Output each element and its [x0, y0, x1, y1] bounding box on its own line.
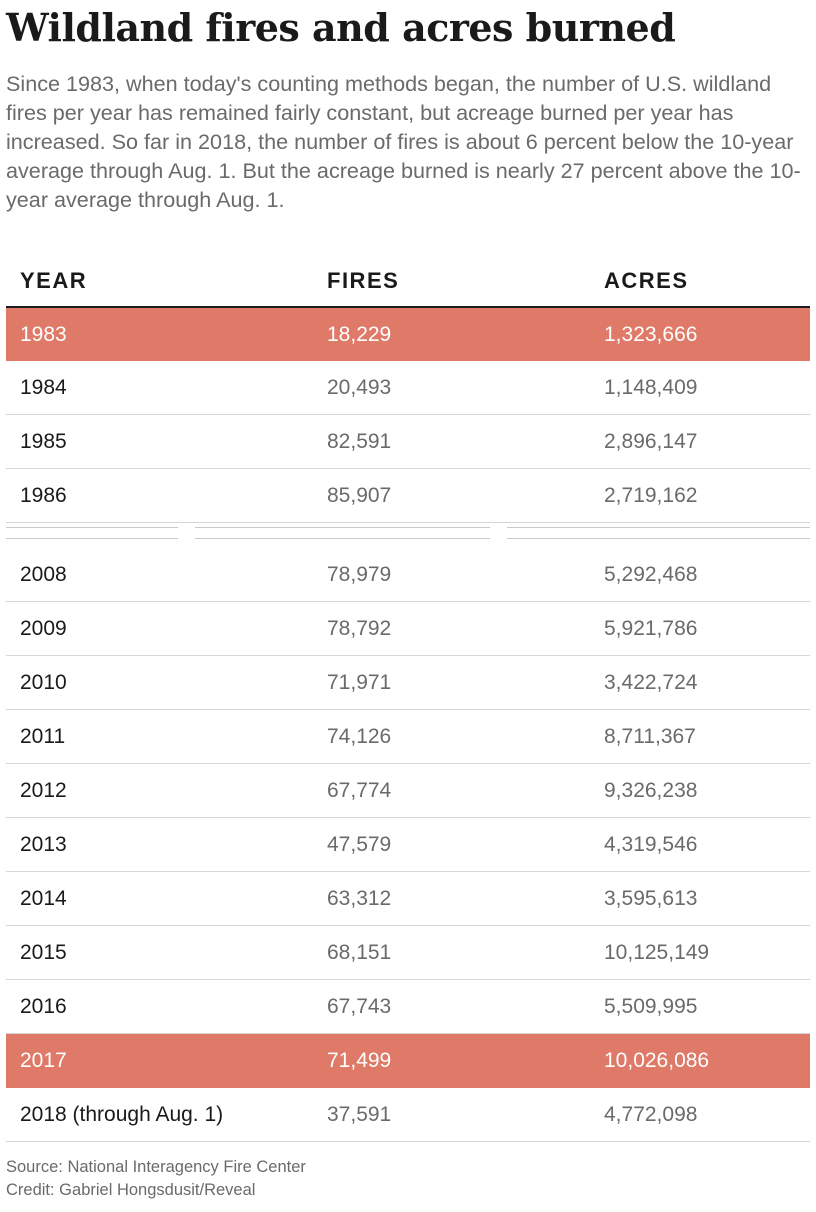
- chart-subtitle: Since 1983, when today's counting method…: [6, 71, 801, 212]
- acres-cell: 10,125,149: [604, 941, 710, 964]
- fires-cell: 74,126: [327, 725, 392, 748]
- fires-cell: 37,591: [327, 1103, 392, 1126]
- year-cell: 2018 (through Aug. 1): [20, 1103, 224, 1126]
- table-row: 2010 71,971 3,422,724: [6, 656, 810, 710]
- table-row: 2011 74,126 8,711,367: [6, 710, 810, 764]
- fires-cell: 85,907: [327, 484, 392, 507]
- chart-title: Wildland fires and acres burned: [6, 5, 676, 50]
- year-cell: 2008: [20, 563, 67, 586]
- credit-note: Credit: Gabriel Hongsdusit/Reveal: [6, 1181, 256, 1199]
- table-row: 1983 18,229 1,323,666: [6, 308, 810, 361]
- source-note: Source: National Interagency Fire Center: [6, 1158, 306, 1176]
- fires-cell: 67,743: [327, 995, 392, 1018]
- table-row: 2014 63,312 3,595,613: [6, 872, 810, 926]
- table-row: 2015 68,151 10,125,149: [6, 926, 810, 980]
- acres-cell: 5,921,786: [604, 617, 698, 640]
- table-row: 2016 67,743 5,509,995: [6, 980, 810, 1034]
- year-cell: 2014: [20, 887, 67, 910]
- acres-cell: 9,326,238: [604, 779, 698, 802]
- acres-cell: 5,509,995: [604, 995, 698, 1018]
- fires-cell: 18,229: [327, 323, 392, 346]
- year-cell: 2012: [20, 779, 67, 802]
- acres-cell: 1,148,409: [604, 376, 698, 399]
- acres-cell: 10,026,086: [604, 1049, 710, 1072]
- year-cell: 1983: [20, 323, 67, 346]
- acres-cell: 1,323,666: [604, 323, 698, 346]
- fires-cell: 20,493: [327, 376, 392, 399]
- table-body-before-break: 1983 18,229 1,323,666 1984 20,493 1,148,409 19…: [6, 308, 810, 523]
- table-row: 2013 47,579 4,319,546: [6, 818, 810, 872]
- year-cell: 2013: [20, 833, 67, 856]
- acres-cell: 4,319,546: [604, 833, 698, 856]
- data-table: YEAR FIRES ACRES 1983 18,229 1,323,666 1984…: [6, 254, 810, 1142]
- acres-cell: 2,896,147: [604, 430, 698, 453]
- table-row: 1986 85,907 2,719,162: [6, 469, 810, 523]
- table-row: 2008 78,979 5,292,468: [6, 548, 810, 602]
- fires-cell: 71,499: [327, 1049, 392, 1072]
- fires-cell: 68,151: [327, 941, 392, 964]
- table-row: 2012 67,774 9,326,238: [6, 764, 810, 818]
- year-cell: 1986: [20, 484, 67, 507]
- fires-cell: 47,579: [327, 833, 392, 856]
- table-header: YEAR FIRES ACRES: [6, 254, 810, 308]
- fires-cell: 67,774: [327, 779, 392, 802]
- table-body-after-break: 2008 78,979 5,292,468 2009 78,792 5,921,786 20…: [6, 548, 810, 1142]
- acres-cell: 5,292,468: [604, 563, 698, 586]
- acres-cell: 3,422,724: [604, 671, 698, 694]
- fires-cell: 71,971: [327, 671, 392, 694]
- acres-cell: 2,719,162: [604, 484, 698, 507]
- acres-cell: 4,772,098: [604, 1103, 698, 1126]
- acres-cell: 3,595,613: [604, 887, 698, 910]
- fires-cell: 78,979: [327, 563, 392, 586]
- year-cell: 1985: [20, 430, 67, 453]
- fires-cell: 82,591: [327, 430, 392, 453]
- year-cell: 1984: [20, 376, 67, 399]
- chart-footer: Source: National Interagency Fire Center…: [6, 1156, 306, 1202]
- fires-cell: 63,312: [327, 887, 392, 910]
- column-header-fires: FIRES: [327, 268, 400, 293]
- year-cell: 2016: [20, 995, 67, 1018]
- table-break-separator: [6, 523, 810, 548]
- table-row: 2009 78,792 5,921,786: [6, 602, 810, 656]
- year-cell: 2009: [20, 617, 67, 640]
- column-header-acres: ACRES: [604, 268, 689, 293]
- year-cell: 2011: [20, 725, 66, 748]
- table-row: 1984 20,493 1,148,409: [6, 361, 810, 415]
- year-cell: 2010: [20, 671, 67, 694]
- year-cell: 2017: [20, 1049, 67, 1072]
- table-row: 1985 82,591 2,896,147: [6, 415, 810, 469]
- table-row: 2018 (through Aug. 1) 37,591 4,772,098: [6, 1088, 810, 1142]
- table-row: 2017 71,499 10,026,086: [6, 1034, 810, 1088]
- year-cell: 2015: [20, 941, 67, 964]
- acres-cell: 8,711,367: [604, 725, 696, 748]
- fires-cell: 78,792: [327, 617, 392, 640]
- column-header-year: YEAR: [20, 268, 88, 293]
